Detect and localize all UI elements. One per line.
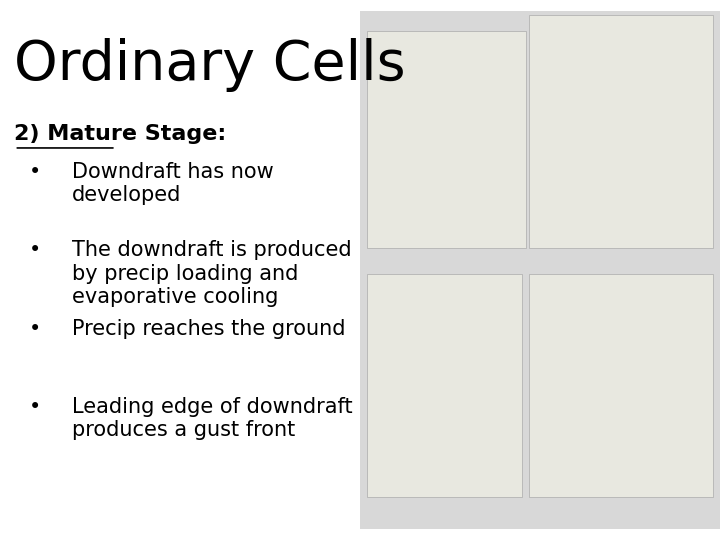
FancyBboxPatch shape — [367, 274, 522, 497]
Text: 2) Mature Stage:: 2) Mature Stage: — [14, 124, 227, 144]
Text: •: • — [29, 397, 41, 417]
Text: The downdraft is produced
by precip loading and
evaporative cooling: The downdraft is produced by precip load… — [72, 240, 351, 307]
Text: •: • — [29, 162, 41, 182]
FancyBboxPatch shape — [529, 15, 713, 248]
Text: Precip reaches the ground: Precip reaches the ground — [72, 319, 346, 339]
Text: Leading edge of downdraft
produces a gust front: Leading edge of downdraft produces a gus… — [72, 397, 353, 440]
Text: Ordinary Cells: Ordinary Cells — [14, 38, 406, 92]
Text: Downdraft has now
developed: Downdraft has now developed — [72, 162, 274, 205]
Text: •: • — [29, 240, 41, 260]
FancyBboxPatch shape — [367, 31, 526, 248]
FancyBboxPatch shape — [529, 274, 713, 497]
FancyBboxPatch shape — [360, 11, 720, 529]
Text: •: • — [29, 319, 41, 339]
